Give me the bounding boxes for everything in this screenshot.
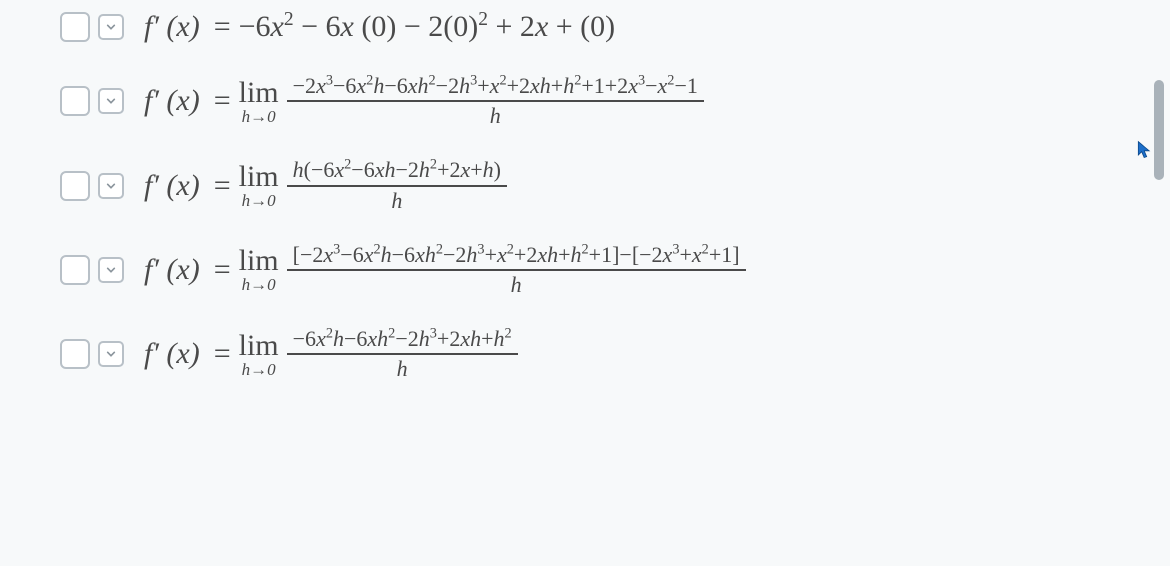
equation-lhs: f′ (x) <box>144 337 200 371</box>
fraction-denominator: h <box>391 187 402 213</box>
chevron-down-icon[interactable] <box>98 14 124 40</box>
row-controls <box>60 12 124 42</box>
equation-lhs: f′ (x) <box>144 84 200 118</box>
limit-symbol: lim <box>239 246 279 276</box>
limit-subscript: h→0 <box>242 276 276 293</box>
fraction-denominator: h <box>490 102 501 128</box>
equation-row: f′ (x)=limh→0h(−6x2−6xh−2h2+2x+h)h <box>60 158 1130 212</box>
equation-list: f′ (x)=−6x2 − 6x (0) − 2(0)2 + 2x + (0)f… <box>0 0 1170 422</box>
row-controls <box>60 171 124 201</box>
limit-symbol: lim <box>239 78 279 108</box>
equation-row: f′ (x)=limh→0−2x3−6x2h−6xh2−2h3+x2+2xh+h… <box>60 74 1130 128</box>
fraction: −6x2h−6xh2−2h3+2xh+h2h <box>287 327 518 381</box>
equation-content: f′ (x)=limh→0[−2x3−6x2h−6xh2−2h3+x2+2xh+… <box>144 243 746 297</box>
limit-subscript: h→0 <box>242 192 276 209</box>
equals-sign: = <box>214 84 231 118</box>
checkbox[interactable] <box>60 339 90 369</box>
limit-operator: limh→0 <box>239 162 279 209</box>
equation-lhs: f′ (x) <box>144 10 200 44</box>
chevron-down-icon[interactable] <box>98 341 124 367</box>
checkbox[interactable] <box>60 86 90 116</box>
checkbox[interactable] <box>60 255 90 285</box>
equation-lhs: f′ (x) <box>144 169 200 203</box>
equation-row: f′ (x)=limh→0−6x2h−6xh2−2h3+2xh+h2h <box>60 327 1130 381</box>
limit-operator: limh→0 <box>239 246 279 293</box>
equation-content: f′ (x)=limh→0−6x2h−6xh2−2h3+2xh+h2h <box>144 327 518 381</box>
limit-symbol: lim <box>239 162 279 192</box>
equation-content: f′ (x)=limh→0−2x3−6x2h−6xh2−2h3+x2+2xh+h… <box>144 74 704 128</box>
checkbox[interactable] <box>60 171 90 201</box>
row-controls <box>60 86 124 116</box>
limit-operator: limh→0 <box>239 331 279 378</box>
row-controls <box>60 255 124 285</box>
equation-lhs: f′ (x) <box>144 253 200 287</box>
fraction-numerator: h(−6x2−6xh−2h2+2x+h) <box>287 158 507 186</box>
fraction: −2x3−6x2h−6xh2−2h3+x2+2xh+h2+1+2x3−x2−1h <box>287 74 704 128</box>
equals-sign: = <box>214 253 231 287</box>
row-controls <box>60 339 124 369</box>
fraction: [−2x3−6x2h−6xh2−2h3+x2+2xh+h2+1]−[−2x3+x… <box>287 243 746 297</box>
limit-subscript: h→0 <box>242 361 276 378</box>
equals-sign: = <box>214 10 231 44</box>
fraction-numerator: [−2x3−6x2h−6xh2−2h3+x2+2xh+h2+1]−[−2x3+x… <box>287 243 746 271</box>
equals-sign: = <box>214 169 231 203</box>
equals-sign: = <box>214 337 231 371</box>
chevron-down-icon[interactable] <box>98 173 124 199</box>
scrollbar-thumb[interactable] <box>1154 80 1164 180</box>
equation-content: f′ (x) =−6x2 − 6x (0) − 2(0)2 + 2x + (0) <box>144 10 615 44</box>
equation-row: f′ (x) =−6x2 − 6x (0) − 2(0)2 + 2x + (0) <box>60 10 1130 44</box>
equation-row: f′ (x)=limh→0[−2x3−6x2h−6xh2−2h3+x2+2xh+… <box>60 243 1130 297</box>
limit-operator: limh→0 <box>239 78 279 125</box>
fraction-denominator: h <box>511 271 522 297</box>
fraction-numerator: −6x2h−6xh2−2h3+2xh+h2 <box>287 327 518 355</box>
mouse-cursor <box>1136 140 1154 166</box>
fraction-numerator: −2x3−6x2h−6xh2−2h3+x2+2xh+h2+1+2x3−x2−1 <box>287 74 704 102</box>
limit-subscript: h→0 <box>242 108 276 125</box>
chevron-down-icon[interactable] <box>98 88 124 114</box>
chevron-down-icon[interactable] <box>98 257 124 283</box>
fraction: h(−6x2−6xh−2h2+2x+h)h <box>287 158 507 212</box>
equation-content: f′ (x)=limh→0h(−6x2−6xh−2h2+2x+h)h <box>144 158 507 212</box>
limit-symbol: lim <box>239 331 279 361</box>
checkbox[interactable] <box>60 12 90 42</box>
equation-rhs: −6x2 − 6x (0) − 2(0)2 + 2x + (0) <box>239 10 616 44</box>
fraction-denominator: h <box>397 355 408 381</box>
